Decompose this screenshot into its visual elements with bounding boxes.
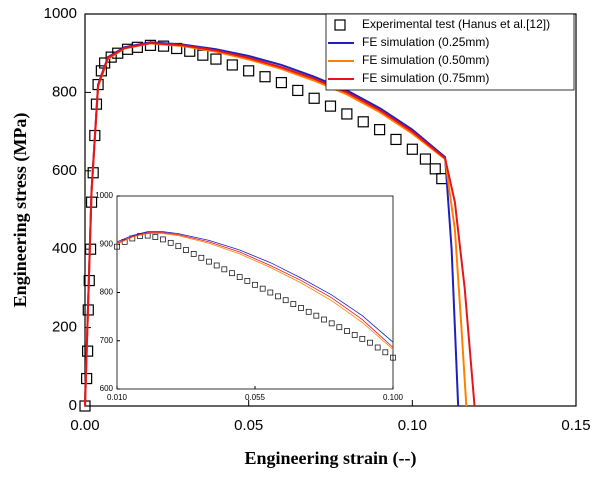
y-tick-label: 800 — [100, 288, 114, 297]
y-tick-label: 600 — [52, 162, 77, 179]
x-tick-label: 0.05 — [234, 417, 263, 434]
data-point — [308, 92, 320, 104]
data-point — [298, 305, 304, 311]
x-tick-label: 0.15 — [561, 417, 590, 434]
data-point — [367, 339, 373, 346]
data-point — [190, 251, 197, 257]
y-tick-label: 0 — [69, 397, 77, 414]
legend: Experimental test (Hanus et al.[12]) FE s… — [325, 13, 575, 91]
data-point — [351, 332, 358, 338]
y-tick-label: 1000 — [44, 5, 77, 22]
data-point — [275, 293, 281, 300]
data-point — [359, 335, 366, 342]
data-point — [305, 308, 312, 315]
data-point — [236, 274, 243, 280]
data-point — [259, 71, 271, 83]
data-point — [344, 328, 350, 334]
data-point — [328, 320, 335, 327]
data-point — [105, 51, 117, 63]
series-line — [116, 233, 394, 350]
data-point — [290, 301, 297, 307]
x-tick-label: 0.10 — [398, 417, 427, 434]
series-line — [116, 232, 394, 348]
x-tick-label: 0.055 — [245, 393, 266, 402]
data-point — [244, 278, 251, 284]
data-point — [226, 59, 238, 71]
legend-label: FE simulation (0.75mm) — [362, 71, 489, 85]
data-point — [282, 297, 289, 304]
data-point — [175, 243, 182, 250]
legend-label: FE simulation (0.50mm) — [362, 53, 489, 67]
data-point — [243, 65, 255, 77]
y-tick-label: 1000 — [95, 191, 113, 200]
data-point — [267, 289, 274, 296]
data-point — [374, 124, 386, 136]
data-point — [275, 76, 287, 89]
data-point — [157, 40, 170, 52]
data-point — [324, 100, 337, 112]
y-tick-label: 800 — [52, 83, 77, 100]
data-point — [229, 270, 235, 277]
plot-area — [116, 195, 394, 390]
x-tick-label: 0.010 — [107, 393, 128, 402]
data-point — [206, 258, 212, 265]
y-tick-label: 900 — [100, 239, 114, 248]
data-point — [160, 236, 166, 243]
data-point — [198, 254, 205, 261]
inset-chart: 0.010 0.055 0.100 600 700 800 900 1000 — [95, 191, 403, 402]
data-point — [152, 234, 159, 240]
data-point — [213, 262, 220, 269]
series-line — [84, 42, 476, 407]
x-tick-label: 0.00 — [70, 417, 99, 434]
y-tick-label: 200 — [52, 319, 77, 336]
y-axis-label: Engineering stress (MPa) — [10, 113, 31, 308]
data-point — [167, 239, 174, 246]
data-point — [357, 116, 369, 128]
data-point — [183, 247, 189, 253]
y-tick-label: 700 — [100, 336, 114, 345]
data-point — [259, 285, 266, 292]
series-line — [116, 231, 394, 343]
data-point — [390, 354, 396, 361]
legend-label: FE simulation (0.25mm) — [362, 35, 489, 49]
y-tick-label: 600 — [100, 384, 114, 393]
data-point — [336, 324, 343, 331]
data-point — [292, 84, 304, 97]
data-point — [321, 316, 327, 323]
data-point — [210, 53, 222, 65]
data-point — [406, 143, 418, 155]
x-tick-label: 0.100 — [383, 393, 404, 402]
data-point — [382, 349, 389, 356]
legend-label: Experimental test (Hanus et al.[12]) — [362, 17, 550, 31]
data-point — [419, 153, 432, 165]
data-point — [374, 344, 381, 351]
data-point — [221, 266, 228, 273]
y-tick-label: 400 — [52, 240, 77, 257]
data-point — [390, 133, 402, 146]
data-point — [429, 163, 441, 175]
legend-box — [325, 13, 575, 91]
data-point — [341, 108, 353, 120]
data-point — [252, 281, 258, 288]
data-point — [313, 312, 320, 319]
legend-marker — [334, 19, 346, 31]
x-axis-label: Engineering strain (--) — [245, 448, 417, 469]
